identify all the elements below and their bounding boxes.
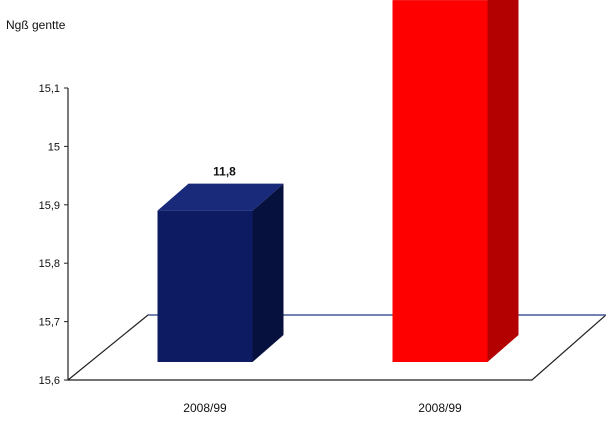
y-tick-label: 15,1	[39, 83, 60, 95]
bars	[157, 0, 519, 363]
bar-side	[252, 183, 284, 362]
chart-floor	[66, 314, 606, 381]
bar-front	[392, 0, 488, 363]
bar-side	[487, 0, 519, 362]
floor-outline	[66, 314, 606, 381]
y-tick-label: 15,8	[39, 258, 60, 270]
data-label: 11,8	[213, 165, 236, 179]
x-tick-label: 2008/99	[183, 401, 227, 415]
y-tick-label: 15,7	[39, 317, 60, 329]
y-tick-label: 15,9	[39, 200, 60, 212]
bar-top	[157, 183, 284, 211]
bar-1	[392, 0, 519, 363]
y-axis: 15,6 15,7 15,8 15,9 15 15,1	[39, 83, 69, 387]
y-tick-label: 15,6	[39, 375, 60, 387]
bar-0	[157, 183, 284, 362]
y-tick-label: 15	[48, 141, 60, 153]
bar-front	[157, 210, 253, 362]
x-tick-label: 2008/99	[418, 401, 462, 415]
y-axis-title: Ngß gentte	[6, 18, 66, 32]
